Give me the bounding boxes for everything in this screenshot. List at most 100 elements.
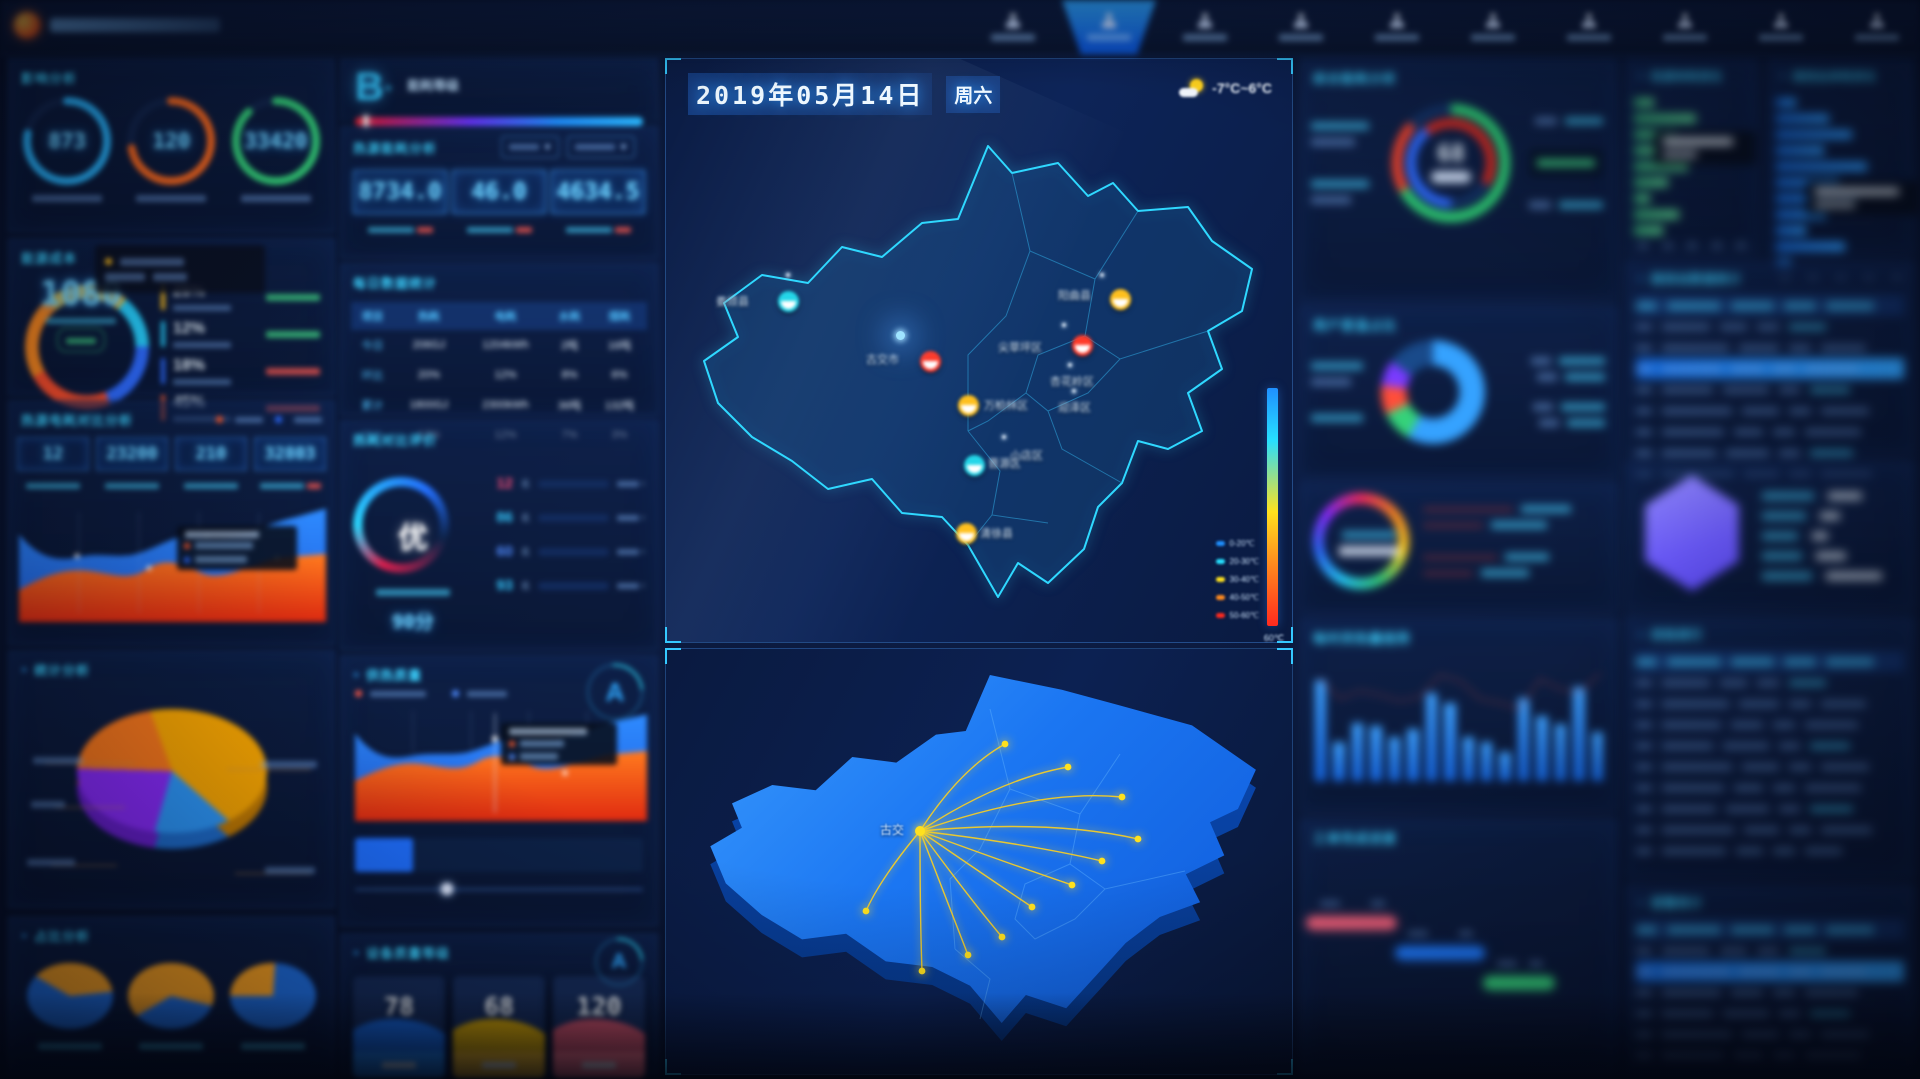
device-count: 68 [483,992,515,1021]
user-icon [1388,13,1406,29]
bar [1351,722,1364,781]
device-card: 68 [453,976,545,1078]
nav-item[interactable] [1368,0,1426,54]
nav-item[interactable] [1656,0,1714,54]
table-row[interactable] [1636,358,1904,379]
rank-tail-blurred[interactable]: › [616,546,645,557]
table-row[interactable] [1636,798,1904,819]
nav-label-blurred [991,34,1035,41]
user-icon [1772,13,1790,29]
panel-hourly-heat-trend: 每时供热量趋势 [1300,618,1618,812]
table-row[interactable] [1636,379,1904,400]
table-row[interactable] [1636,735,1904,756]
device-card: 78 [353,976,445,1078]
nav-item[interactable] [1080,0,1138,54]
table-row[interactable] [1636,672,1904,693]
nav-label-blurred [1759,34,1803,41]
eval-grade: 优 [398,522,428,555]
table-row[interactable] [1636,421,1904,442]
cost-percent: 12% [173,320,206,337]
table-row[interactable] [1636,1045,1904,1066]
chart-brush[interactable] [355,838,643,872]
nav-label-blurred [1279,34,1323,41]
user-icon [1004,13,1022,29]
dropdown-filter-1[interactable]: ▾ [500,136,559,158]
table-row[interactable] [1636,693,1904,714]
table-row[interactable] [1636,1003,1904,1024]
panel-ratio-pies: » 占比分析 [8,916,335,1075]
network-3d-map-panel: 古交 [665,648,1293,1075]
stat-value: 12 [17,437,89,471]
quality-area-chart [354,711,648,821]
user-icon [1484,13,1502,29]
table-cell: 16吨 [607,340,632,352]
panel-title: 用户室温占比 [1313,318,1398,333]
rank-tail-blurred[interactable]: › [616,478,645,489]
gauge-label-blurred [136,195,207,202]
table-row[interactable] [1636,961,1904,982]
legend-item: 50-60℃ [1215,611,1259,620]
panel-station-table: » 换热站数据统计 [1625,260,1915,477]
nav-item[interactable] [984,0,1042,54]
table-row: 今日 206GJ 1204kWh 2吨 16吨 [351,330,647,360]
main-nav [984,0,1906,54]
double-donut-chart: 68 [1392,104,1510,222]
eval-score: 90分 [392,611,434,633]
nav-item[interactable] [1464,0,1522,54]
nav-label-blurred [1087,34,1131,41]
app-logo [14,12,220,38]
bar [1407,729,1419,781]
table-row[interactable] [1636,819,1904,840]
cost-delta-blurred [266,293,320,301]
panel-title: 热源电耗对比分析 [9,401,334,433]
temperature-range: -7°C~6°C [1212,80,1272,96]
alarm-table [1626,915,1914,1070]
table-row[interactable] [1636,940,1904,961]
dropdown-filter-2[interactable]: ▾ [566,136,635,158]
panel-stat-analysis: » 统计分析 [8,650,335,908]
bar [1462,736,1474,781]
panel-title: 每时供热量趋势 [1313,631,1412,646]
cost-percent: 18% [173,357,206,374]
nav-item[interactable] [1176,0,1234,54]
table-row[interactable] [1636,840,1904,861]
gauge-value: 33420 [244,129,308,153]
stat-box: 210 [175,437,247,494]
rank-tail-blurred[interactable]: › [616,512,645,523]
table-cell: 20% [417,369,440,381]
bar [1776,130,1852,139]
logo-icon [14,12,40,38]
stat-box: 23200 [96,437,168,494]
table-row[interactable] [1636,714,1904,735]
panel-heat-ranking-table: » 供热排行 [1625,616,1915,878]
district-map[interactable] [670,111,1290,631]
table-row[interactable] [1636,1024,1904,1045]
table-row[interactable] [1636,982,1904,1003]
mini-pie-label-blurred [139,1043,204,1050]
table-row[interactable] [1636,316,1904,337]
rank-number: 12 [496,475,513,492]
panel-title: 综合能耗分析 [1313,71,1398,86]
panel-energy-grade: B+ 能耗等级 [340,58,658,128]
legend-item: 40-50℃ [1215,593,1259,602]
nav-item[interactable] [1752,0,1810,54]
nav-item[interactable] [1560,0,1618,54]
cost-delta-blurred [266,367,320,375]
bar [1776,226,1807,235]
date-text: 2019年05月14日 [688,73,933,115]
table-row[interactable] [1636,337,1904,358]
table-row[interactable] [1636,756,1904,777]
column-header: 热耗 [393,302,464,330]
heat-stat-value: 4634.5 [551,170,645,214]
rank-tail-blurred[interactable]: › [616,580,645,591]
nav-item[interactable] [1848,0,1906,54]
weekday-text: 周六 [946,75,1001,113]
time-slider[interactable] [355,883,643,895]
panel-title: » 占比分析 [21,929,91,944]
table-row[interactable] [1636,400,1904,421]
nav-item[interactable] [1272,0,1330,54]
device-card-label-blurred [353,1052,445,1078]
table-row[interactable] [1636,777,1904,798]
table-cell: 累计 [361,400,384,412]
heat-stat-boxes: 8734.0 46.0 4634.5 [341,162,657,238]
